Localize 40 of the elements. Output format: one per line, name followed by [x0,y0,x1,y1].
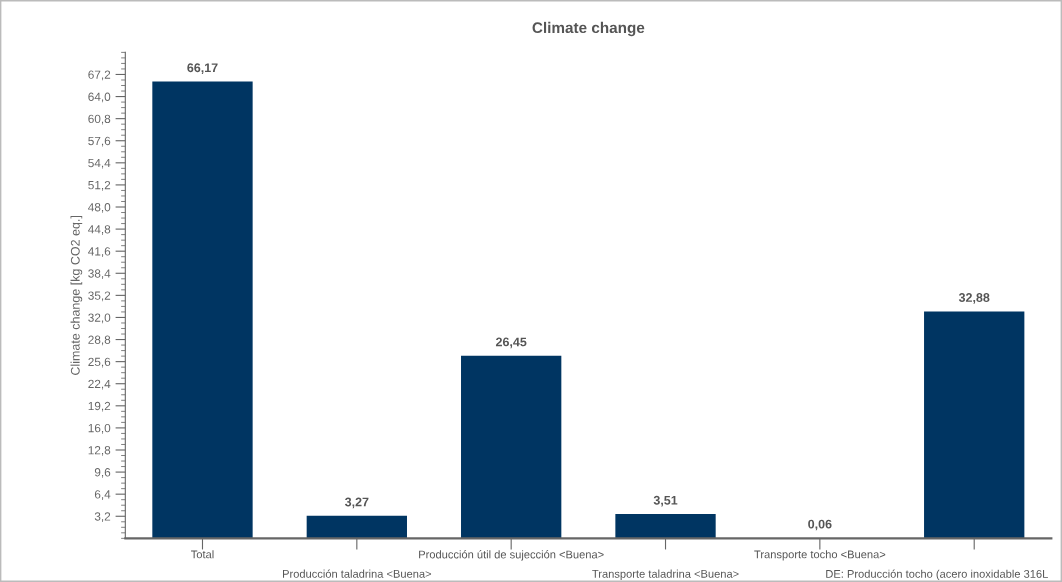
y-tick-label: 54,4 [88,158,111,169]
y-tick-label: 25,6 [88,357,111,368]
data-label: 3,27 [344,497,369,509]
y-tick-label: 57,6 [88,136,111,147]
y-tick-label: 60,8 [88,114,111,125]
y-tick-label: 19,2 [88,401,111,412]
data-label: 0,06 [808,519,832,531]
x-tick-label: DE: Producción tocho (acero inoxidable 316L [826,569,1048,581]
bar [306,515,407,539]
x-tick-label: Transporte taladrina <Buena> [592,569,739,580]
y-tick-label: 64,0 [88,92,111,103]
y-tick-label: 41,6 [88,247,111,257]
x-tick-label: Transporte tocho <Buena> [754,550,886,561]
y-tick-label: 67,2 [88,70,111,81]
x-tick-label: Producción útil de sujección <Buena> [419,550,604,561]
data-label: 26,45 [495,337,527,349]
data-label: 66,17 [187,63,218,74]
y-tick-label: 28,8 [88,335,111,346]
bar [924,311,1025,539]
y-tick-label: 38,4 [88,269,111,280]
bar [615,514,716,539]
y-tick-label: 22,4 [88,379,111,390]
y-tick-label: 9,6 [94,468,111,478]
bar [152,81,253,539]
y-tick-label: 12,8 [88,446,111,456]
y-tick-label: 16,0 [88,423,111,434]
x-tick-label: Producción taladrina <Buena> [283,569,432,578]
y-tick-label: 44,8 [88,225,111,235]
x-tick-label: Total [191,550,214,559]
y-tick-label: 51,2 [88,180,111,191]
y-tick-label: 6,4 [94,490,111,500]
y-tick-label: 3,2 [94,512,111,523]
chart-title: Climate change [532,21,645,37]
y-tick-label: 35,2 [88,291,111,302]
bar [461,355,562,539]
data-label: 32,88 [958,293,990,304]
data-label: 3,51 [653,495,678,507]
y-axis-title: Climate change [kg CO2 eq.] [70,216,83,375]
y-tick-label: 48,0 [88,203,111,213]
y-tick-label: 32,0 [88,313,111,324]
